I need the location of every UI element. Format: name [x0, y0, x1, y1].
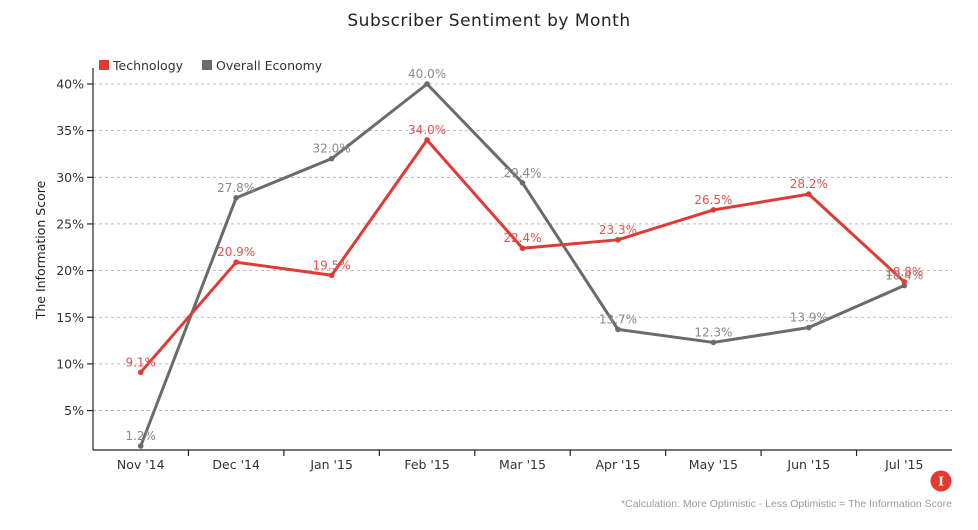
data-label: 19.5% — [313, 258, 351, 272]
footnote: *Calculation: More Optimistic - Less Opt… — [621, 498, 952, 510]
data-point[interactable] — [806, 191, 812, 197]
legend-swatch — [99, 60, 109, 70]
data-label: 29.4% — [503, 166, 541, 180]
data-point[interactable] — [806, 324, 812, 331]
data-label: 9.1% — [125, 355, 156, 369]
x-tick-label: Apr '15 — [595, 457, 640, 472]
data-point[interactable] — [233, 259, 239, 266]
legend-item-technology[interactable]: Technology — [99, 58, 184, 73]
y-tick-label: 5% — [64, 403, 84, 418]
data-labels: 1.2% 27.8% 32.0% 40.0% 29.4% 13.7% 12.3% 13.9% 1… — [125, 67, 923, 443]
data-point[interactable] — [328, 155, 335, 162]
data-label: 18.4% — [885, 269, 923, 283]
data-point[interactable] — [519, 180, 526, 186]
legend-label: Technology — [112, 58, 184, 73]
data-label: 34.0% — [408, 123, 446, 137]
gridlines — [93, 83, 952, 411]
data-label: 26.5% — [694, 193, 732, 207]
data-label: 32.0% — [313, 142, 351, 156]
data-label: 23.3% — [599, 223, 637, 237]
data-label: 40.0% — [408, 67, 446, 81]
data-label: 27.8% — [217, 181, 255, 195]
data-label: 12.3% — [694, 325, 732, 339]
data-point[interactable] — [710, 339, 717, 346]
y-tick-labels: 5% 10% 15% 20% 25% 30% 35% 40% — [56, 77, 84, 419]
x-tick-label: Jul '15 — [884, 457, 923, 472]
logo-icon: I — [930, 470, 952, 492]
data-label: 13.9% — [790, 311, 828, 325]
data-point[interactable] — [328, 272, 335, 279]
data-point[interactable] — [615, 326, 621, 333]
data-point[interactable] — [233, 195, 239, 201]
logo-circle — [930, 470, 952, 492]
series-technology — [137, 137, 908, 376]
x-tick-label: Jun '15 — [786, 457, 830, 472]
legend-label: Overall Economy — [216, 58, 323, 73]
legend-swatch — [202, 60, 212, 70]
data-point[interactable] — [137, 369, 144, 376]
data-label: 18.8% — [885, 265, 923, 279]
y-tick-label: 40% — [56, 77, 84, 92]
y-tick-label: 20% — [56, 263, 84, 278]
data-point[interactable] — [424, 137, 430, 143]
data-point[interactable] — [424, 81, 430, 87]
x-tick-label: Jan '15 — [309, 457, 353, 472]
y-tick-label: 30% — [56, 170, 84, 185]
x-tick-label: Mar '15 — [499, 457, 546, 472]
series-overall-economy — [137, 81, 908, 449]
y-tick-label: 10% — [56, 356, 84, 371]
data-label: 28.2% — [790, 177, 828, 191]
x-tick-labels: Nov '14 Dec '14 Jan '15 Feb '15 Mar '15 Apr '… — [117, 457, 924, 472]
chart-title: Subscriber Sentiment by Month — [347, 11, 630, 31]
data-point[interactable] — [137, 443, 144, 449]
y-tick-label: 25% — [56, 216, 84, 231]
x-tick-label: Nov '14 — [117, 457, 165, 472]
x-tick-label: Feb '15 — [404, 457, 449, 472]
series-layer — [137, 81, 908, 449]
logo-glyph: I — [938, 475, 944, 489]
data-point[interactable] — [710, 207, 717, 213]
legend: Technology Overall Economy — [99, 58, 323, 73]
x-tick-label: Dec '14 — [212, 457, 260, 472]
y-axis-title: The Information Score — [33, 180, 48, 320]
data-point[interactable] — [615, 237, 621, 243]
legend-item-overall-economy[interactable]: Overall Economy — [202, 58, 323, 73]
data-label: 13.7% — [599, 312, 637, 326]
data-point[interactable] — [901, 278, 908, 285]
x-tick-label: May '15 — [689, 457, 738, 472]
axes — [87, 68, 952, 456]
data-label: 20.9% — [217, 245, 255, 259]
data-label: 22.4% — [503, 231, 541, 245]
data-label: 1.2% — [125, 429, 156, 443]
data-point[interactable] — [519, 245, 526, 252]
y-tick-label: 35% — [56, 123, 84, 138]
y-tick-label: 15% — [56, 310, 84, 325]
